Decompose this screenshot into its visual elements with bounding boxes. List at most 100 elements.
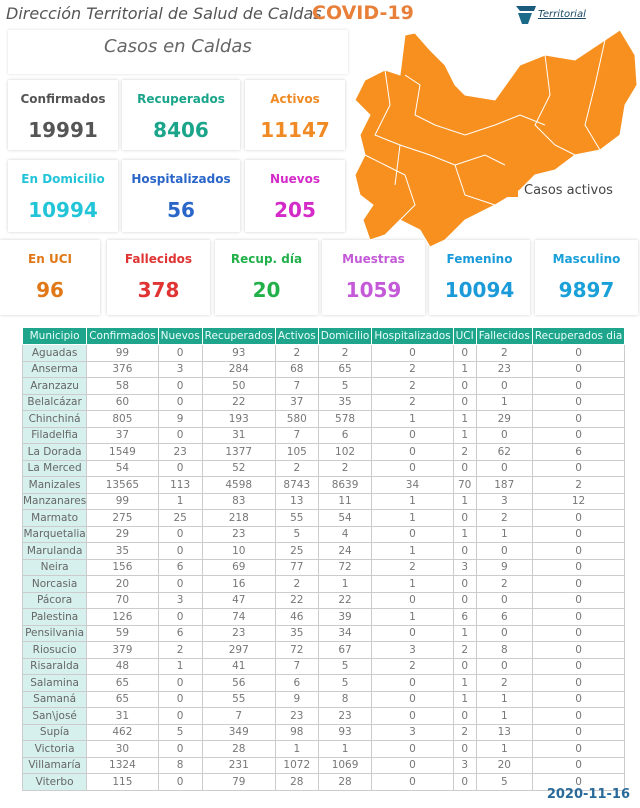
table-row: Neira 156 6 69 77 72 2 3 9 0 [21, 558, 626, 576]
value-cell: 284 [201, 360, 276, 378]
value-cell: 9 [274, 690, 319, 708]
column-header: UCI [452, 327, 477, 345]
value-cell: 126 [86, 608, 159, 626]
value-cell: 0 [531, 377, 626, 395]
value-cell: 2 [452, 641, 477, 659]
value-cell: 0 [452, 740, 477, 758]
value-cell: 3 [371, 641, 454, 659]
value-cell: 29 [475, 410, 533, 428]
value-cell: 0 [531, 707, 626, 725]
value-cell: 7 [274, 657, 319, 675]
subtitle: Casos en Caldas [104, 36, 252, 57]
value-cell: 113 [157, 476, 203, 494]
value-cell: 1 [274, 740, 319, 758]
value-cell: 25 [157, 509, 203, 527]
legend-swatch [504, 184, 518, 197]
value-cell: 0 [371, 674, 454, 692]
value-cell: 6 [317, 426, 373, 444]
value-cell: 1 [452, 674, 477, 692]
stat-label: En UCI [28, 252, 72, 266]
value-cell: 2 [274, 459, 319, 477]
value-cell: 5 [317, 674, 373, 692]
value-cell: 3 [452, 756, 477, 774]
value-cell: 58 [86, 377, 159, 395]
value-cell: 65 [86, 690, 159, 708]
value-cell: 23 [201, 624, 276, 642]
value-cell: 0 [531, 575, 626, 593]
table-row: Riosucio 379 2 297 72 67 3 2 8 0 [21, 641, 626, 659]
value-cell: 1 [452, 426, 477, 444]
stat-value: 56 [167, 198, 195, 222]
value-cell: 0 [531, 410, 626, 428]
value-cell: 4598 [201, 476, 276, 494]
stat-value: 10994 [28, 198, 98, 222]
value-cell: 1 [452, 360, 477, 378]
stat-label: Masculino [552, 252, 621, 266]
value-cell: 0 [531, 525, 626, 543]
value-cell: 9 [475, 558, 533, 576]
value-cell: 1069 [317, 756, 373, 774]
value-cell: 0 [157, 674, 203, 692]
value-cell: 805 [86, 410, 159, 428]
municipio-cell: Belalcázar [21, 393, 88, 411]
value-cell: 0 [452, 509, 477, 527]
value-cell: 23 [274, 707, 319, 725]
value-cell: 65 [86, 674, 159, 692]
column-header: Fallecidos [475, 327, 533, 345]
value-cell: 2 [475, 344, 533, 362]
municipio-cell: Villamaría [21, 756, 88, 774]
stat-card-activos: Activos 11147 [245, 80, 345, 150]
value-cell: 0 [531, 426, 626, 444]
value-cell: 29 [86, 525, 159, 543]
value-cell: 1 [157, 492, 203, 510]
value-cell: 2 [475, 575, 533, 593]
value-cell: 34 [371, 476, 454, 494]
value-cell: 69 [201, 558, 276, 576]
value-cell: 3 [157, 591, 203, 609]
value-cell: 13 [274, 492, 319, 510]
value-cell: 54 [86, 459, 159, 477]
value-cell: 0 [157, 740, 203, 758]
value-cell: 9 [157, 410, 203, 428]
table-row: Villamaría 1324 8 231 1072 1069 0 3 20 0 [21, 756, 626, 774]
value-cell: 2 [371, 558, 454, 576]
map-region [354, 29, 638, 248]
value-cell: 1 [317, 575, 373, 593]
logo-text: Territorial [538, 9, 586, 20]
table-row: La Dorada 1549 23 1377 105 102 0 2 62 6 [21, 443, 626, 461]
value-cell: 1 [371, 509, 454, 527]
value-cell: 35 [317, 393, 373, 411]
value-cell: 8743 [274, 476, 319, 494]
value-cell: 218 [201, 509, 276, 527]
value-cell: 1549 [86, 443, 159, 461]
value-cell: 93 [201, 344, 276, 362]
value-cell: 2 [475, 674, 533, 692]
value-cell: 8639 [317, 476, 373, 494]
value-cell: 55 [274, 509, 319, 527]
municipio-cell: Aranzazu [21, 377, 88, 395]
municipio-cell: Chinchiná [21, 410, 88, 428]
value-cell: 6 [157, 558, 203, 576]
value-cell: 1 [475, 707, 533, 725]
value-cell: 28 [317, 773, 373, 791]
table-row: Pensilvania 59 6 23 35 34 0 1 0 0 [21, 624, 626, 642]
table-row: Victoria 30 0 28 1 1 0 0 1 0 [21, 740, 626, 758]
stat-label: Femenino [446, 252, 513, 266]
value-cell: 3 [157, 360, 203, 378]
value-cell: 0 [371, 740, 454, 758]
value-cell: 0 [157, 608, 203, 626]
stat-card-confirmados: Confirmados 19991 [8, 80, 118, 150]
value-cell: 5 [475, 773, 533, 791]
stat-card-nuevos: Nuevos 205 [245, 160, 345, 232]
value-cell: 22 [274, 591, 319, 609]
column-header: Recuperados [201, 327, 276, 345]
value-cell: 23 [157, 443, 203, 461]
value-cell: 193 [201, 410, 276, 428]
value-cell: 1 [371, 575, 454, 593]
stat-label: Hospitalizados [131, 172, 231, 186]
table-row: Samaná 65 0 55 9 8 0 1 1 0 [21, 690, 626, 708]
value-cell: 0 [475, 657, 533, 675]
value-cell: 11 [317, 492, 373, 510]
value-cell: 0 [531, 624, 626, 642]
value-cell: 0 [531, 558, 626, 576]
